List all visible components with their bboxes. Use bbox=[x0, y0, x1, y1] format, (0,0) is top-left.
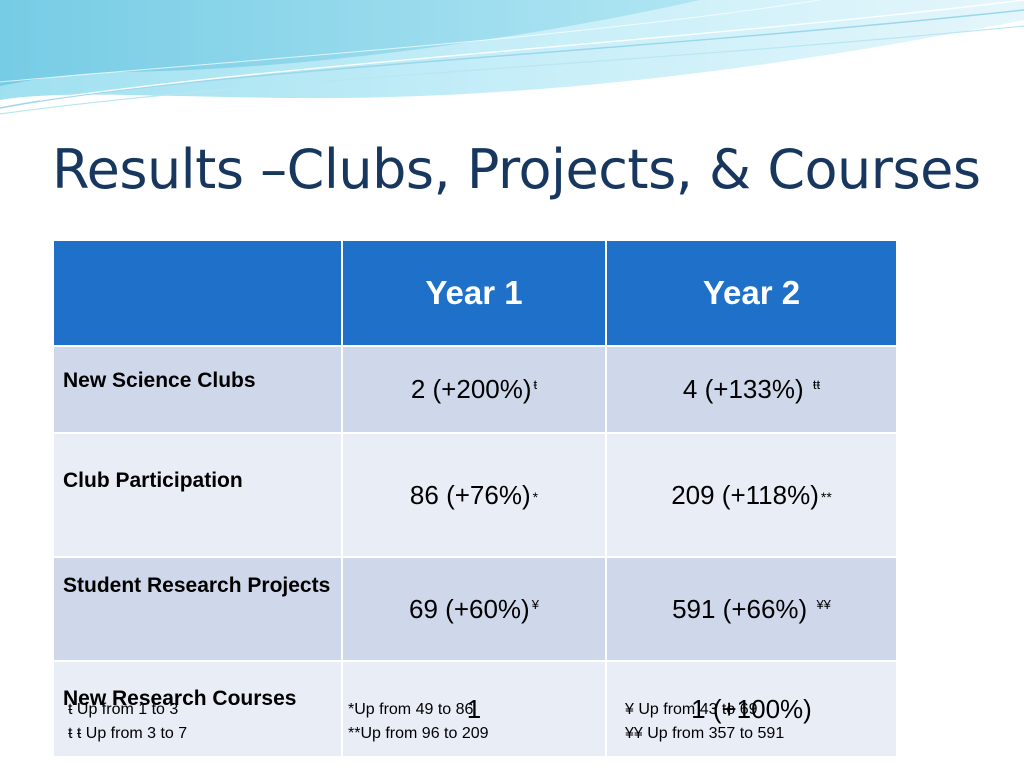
footnote-line: *Up from 49 to 86 bbox=[348, 701, 474, 718]
year-1-cell: 2 (+200%) ŧ bbox=[341, 345, 607, 434]
row-label: New Research Courses bbox=[52, 660, 343, 758]
year-1-value: 69 (+60%) bbox=[409, 593, 530, 624]
footnote-marker: ŧ bbox=[533, 377, 538, 392]
row-label: New Science Clubs bbox=[52, 345, 343, 434]
year-2-value: 1 (+100%) bbox=[691, 693, 812, 724]
year-2-value: 591 (+66%) bbox=[672, 593, 808, 624]
footnote-line: ŧ ŧ Up from 3 to 7 bbox=[68, 725, 188, 742]
header-cell-year-1: Year 1 bbox=[341, 239, 607, 347]
footnote-line: ŧ Up from 1 to 3 bbox=[68, 701, 179, 718]
year-1-cell: 1 bbox=[341, 660, 607, 758]
footnote-marker: ŧŧ bbox=[812, 377, 821, 392]
table-row: New Research Courses 1 1 (+100%) bbox=[52, 660, 898, 758]
year-1-cell: 69 (+60%) ¥ bbox=[341, 556, 607, 662]
footnotes-clubs: ŧ Up from 1 to 3 ŧ ŧ Up from 3 to 7 bbox=[68, 698, 187, 746]
row-label: Club Participation bbox=[52, 432, 343, 558]
year-2-cell: 591 (+66%) ¥¥ bbox=[605, 556, 898, 662]
footnote-line: ¥¥ Up from 357 to 591 bbox=[625, 725, 785, 742]
footnote-marker: ** bbox=[820, 488, 832, 505]
row-label: Student Research Projects bbox=[52, 556, 343, 662]
year-1-value: 1 bbox=[466, 693, 482, 724]
year-1-value: 86 (+76%) bbox=[409, 479, 531, 510]
year-2-value: 4 (+133%) bbox=[682, 374, 804, 404]
footnote-marker: ¥ bbox=[531, 596, 539, 612]
header-cell-year-2: Year 2 bbox=[605, 239, 898, 347]
year-1-cell: 86 (+76%) * bbox=[341, 432, 607, 558]
footnote-marker: * bbox=[532, 488, 539, 505]
footnotes-projects: ¥ Up from 43 to 69 ¥¥ Up from 357 to 591 bbox=[625, 698, 784, 746]
footnote-line: **Up from 96 to 209 bbox=[348, 725, 489, 742]
footnote-marker: ¥¥ bbox=[816, 596, 831, 612]
year-2-value: 209 (+118%) bbox=[671, 479, 819, 510]
table-header-row: Year 1 Year 2 bbox=[52, 239, 898, 347]
table-row: Student Research Projects 69 (+60%) ¥ 591… bbox=[52, 556, 898, 662]
footnotes-participation: *Up from 49 to 86 **Up from 96 to 209 bbox=[348, 698, 489, 746]
slide-title: Results –Clubs, Projects, & Courses bbox=[52, 138, 981, 201]
decorative-swoosh-banner bbox=[0, 0, 1024, 115]
year-2-cell: 209 (+118%) ** bbox=[605, 432, 898, 558]
year-1-value: 2 (+200%) bbox=[410, 374, 532, 404]
header-cell-blank bbox=[52, 239, 343, 347]
footnote-line: ¥ Up from 43 to 69 bbox=[625, 701, 758, 718]
year-2-cell: 1 (+100%) bbox=[605, 660, 898, 758]
year-2-cell: 4 (+133%) ŧŧ bbox=[605, 345, 898, 434]
table-row: New Science Clubs 2 (+200%) ŧ 4 (+133%) ŧ… bbox=[52, 345, 898, 434]
results-table: Year 1 Year 2 New Science Clubs 2 (+200%… bbox=[52, 239, 898, 758]
table-row: Club Participation 86 (+76%) * 209 (+118%… bbox=[52, 432, 898, 558]
